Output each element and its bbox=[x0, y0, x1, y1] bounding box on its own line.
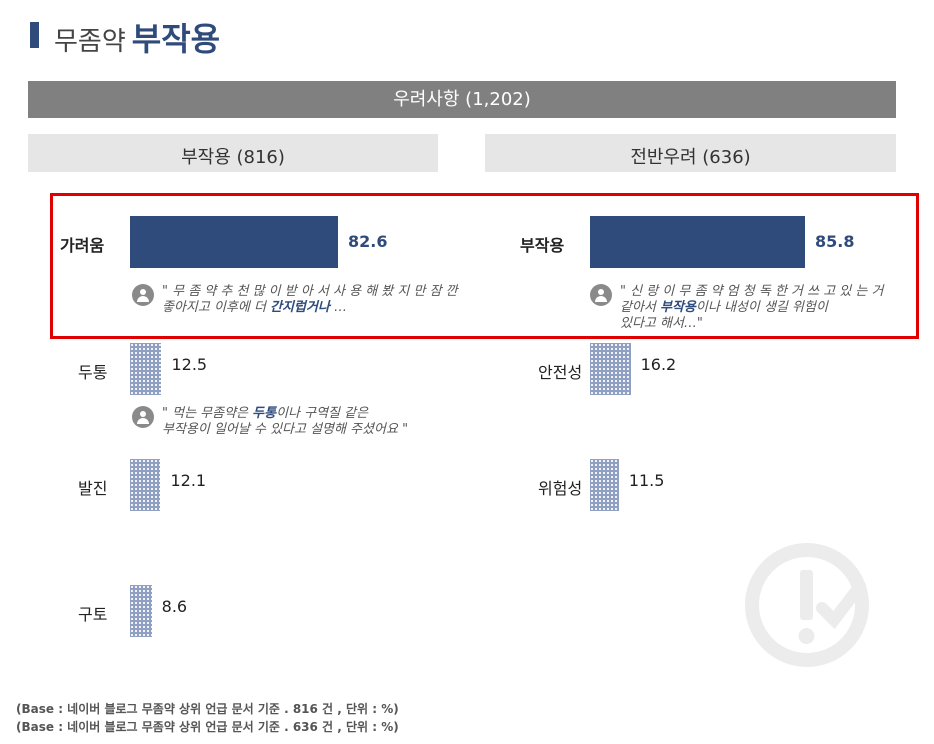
quote-text: " 신 랑 이 무 좀 약 엄 청 독 한 거 쓰 고 있 는 거 같아서 부작… bbox=[620, 284, 884, 331]
value-label: 8.6 bbox=[161, 597, 188, 616]
value-label: 11.5 bbox=[628, 471, 665, 490]
bar bbox=[590, 459, 619, 511]
value-label: 12.1 bbox=[170, 471, 207, 490]
bar bbox=[130, 216, 338, 268]
bar bbox=[130, 459, 161, 511]
panel-heading-side-effects: 부작용 (816) bbox=[28, 134, 438, 172]
concerns-banner: 우려사항 (1,202) bbox=[28, 81, 896, 118]
category-label: 구토 bbox=[78, 605, 108, 624]
highlight-box bbox=[50, 193, 919, 339]
base-note-1: (Base : 네이버 블로그 무좀약 상위 언급 문서 기준 . 816 건 … bbox=[16, 702, 399, 716]
user-avatar-icon bbox=[132, 406, 154, 428]
title-main: 부작용 bbox=[131, 20, 221, 58]
title-accent-bar bbox=[30, 22, 39, 48]
category-label: 가려움 bbox=[60, 236, 105, 255]
base-note-2: (Base : 네이버 블로그 무좀약 상위 언급 문서 기준 . 636 건 … bbox=[16, 720, 399, 734]
quote-text: " 무 좀 약 추 천 많 이 받 아 서 사 용 해 봤 지 만 잠 깐 좋아… bbox=[162, 284, 458, 315]
bar bbox=[130, 343, 162, 395]
value-label: 82.6 bbox=[348, 232, 388, 251]
bar bbox=[590, 343, 631, 395]
category-label: 안전성 bbox=[538, 363, 583, 382]
page-title: 무좀약 부작용 bbox=[54, 14, 220, 60]
user-avatar-icon bbox=[590, 284, 612, 306]
alert-check-icon bbox=[745, 543, 869, 667]
bar bbox=[130, 585, 152, 637]
quote-keyword: 부작용 bbox=[660, 300, 696, 315]
title-prefix: 무좀약 bbox=[54, 27, 126, 57]
category-label: 두통 bbox=[78, 363, 108, 382]
value-label: 12.5 bbox=[171, 355, 208, 374]
panel-heading-general-concerns: 전반우려 (636) bbox=[485, 134, 896, 172]
quote-keyword: 두통 bbox=[252, 406, 277, 421]
category-label: 발진 bbox=[78, 479, 108, 498]
value-label: 16.2 bbox=[640, 355, 677, 374]
quote-text: " 먹는 무좀약은 두통이나 구역질 같은 부작용이 일어날 수 있다고 설명해… bbox=[162, 406, 409, 437]
quote-keyword: 간지럽거나 bbox=[270, 300, 330, 315]
user-avatar-icon bbox=[132, 284, 154, 306]
bar bbox=[590, 216, 805, 268]
category-label: 위험성 bbox=[538, 479, 583, 498]
value-label: 85.8 bbox=[815, 232, 855, 251]
category-label: 부작용 bbox=[520, 236, 565, 255]
